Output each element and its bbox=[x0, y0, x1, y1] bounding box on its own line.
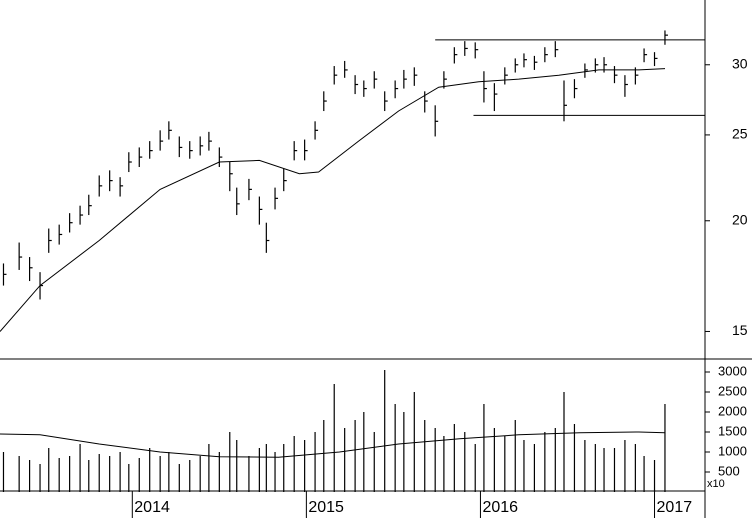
y-tick-label: 500 bbox=[718, 463, 740, 478]
x-tick-label: 2017 bbox=[657, 499, 693, 516]
moving-average bbox=[0, 431, 666, 458]
x-tick-label: 2016 bbox=[482, 499, 518, 516]
y-tick-label: 1000 bbox=[718, 443, 747, 458]
y-tick-label: 25 bbox=[732, 126, 748, 142]
y-tick-label: 30 bbox=[732, 55, 748, 71]
moving-average bbox=[0, 68, 666, 332]
x-tick-label: 2015 bbox=[308, 499, 344, 516]
y-tick-label: 2500 bbox=[718, 383, 747, 398]
y-tick-label: 20 bbox=[732, 211, 748, 227]
volume-multiplier: x10 bbox=[707, 478, 725, 490]
x-tick-label: 2014 bbox=[134, 499, 170, 516]
y-tick-label: 2000 bbox=[718, 403, 747, 418]
y-tick-label: 1500 bbox=[718, 423, 747, 438]
y-tick-label: 3000 bbox=[718, 363, 747, 378]
y-tick-label: 15 bbox=[732, 322, 748, 338]
